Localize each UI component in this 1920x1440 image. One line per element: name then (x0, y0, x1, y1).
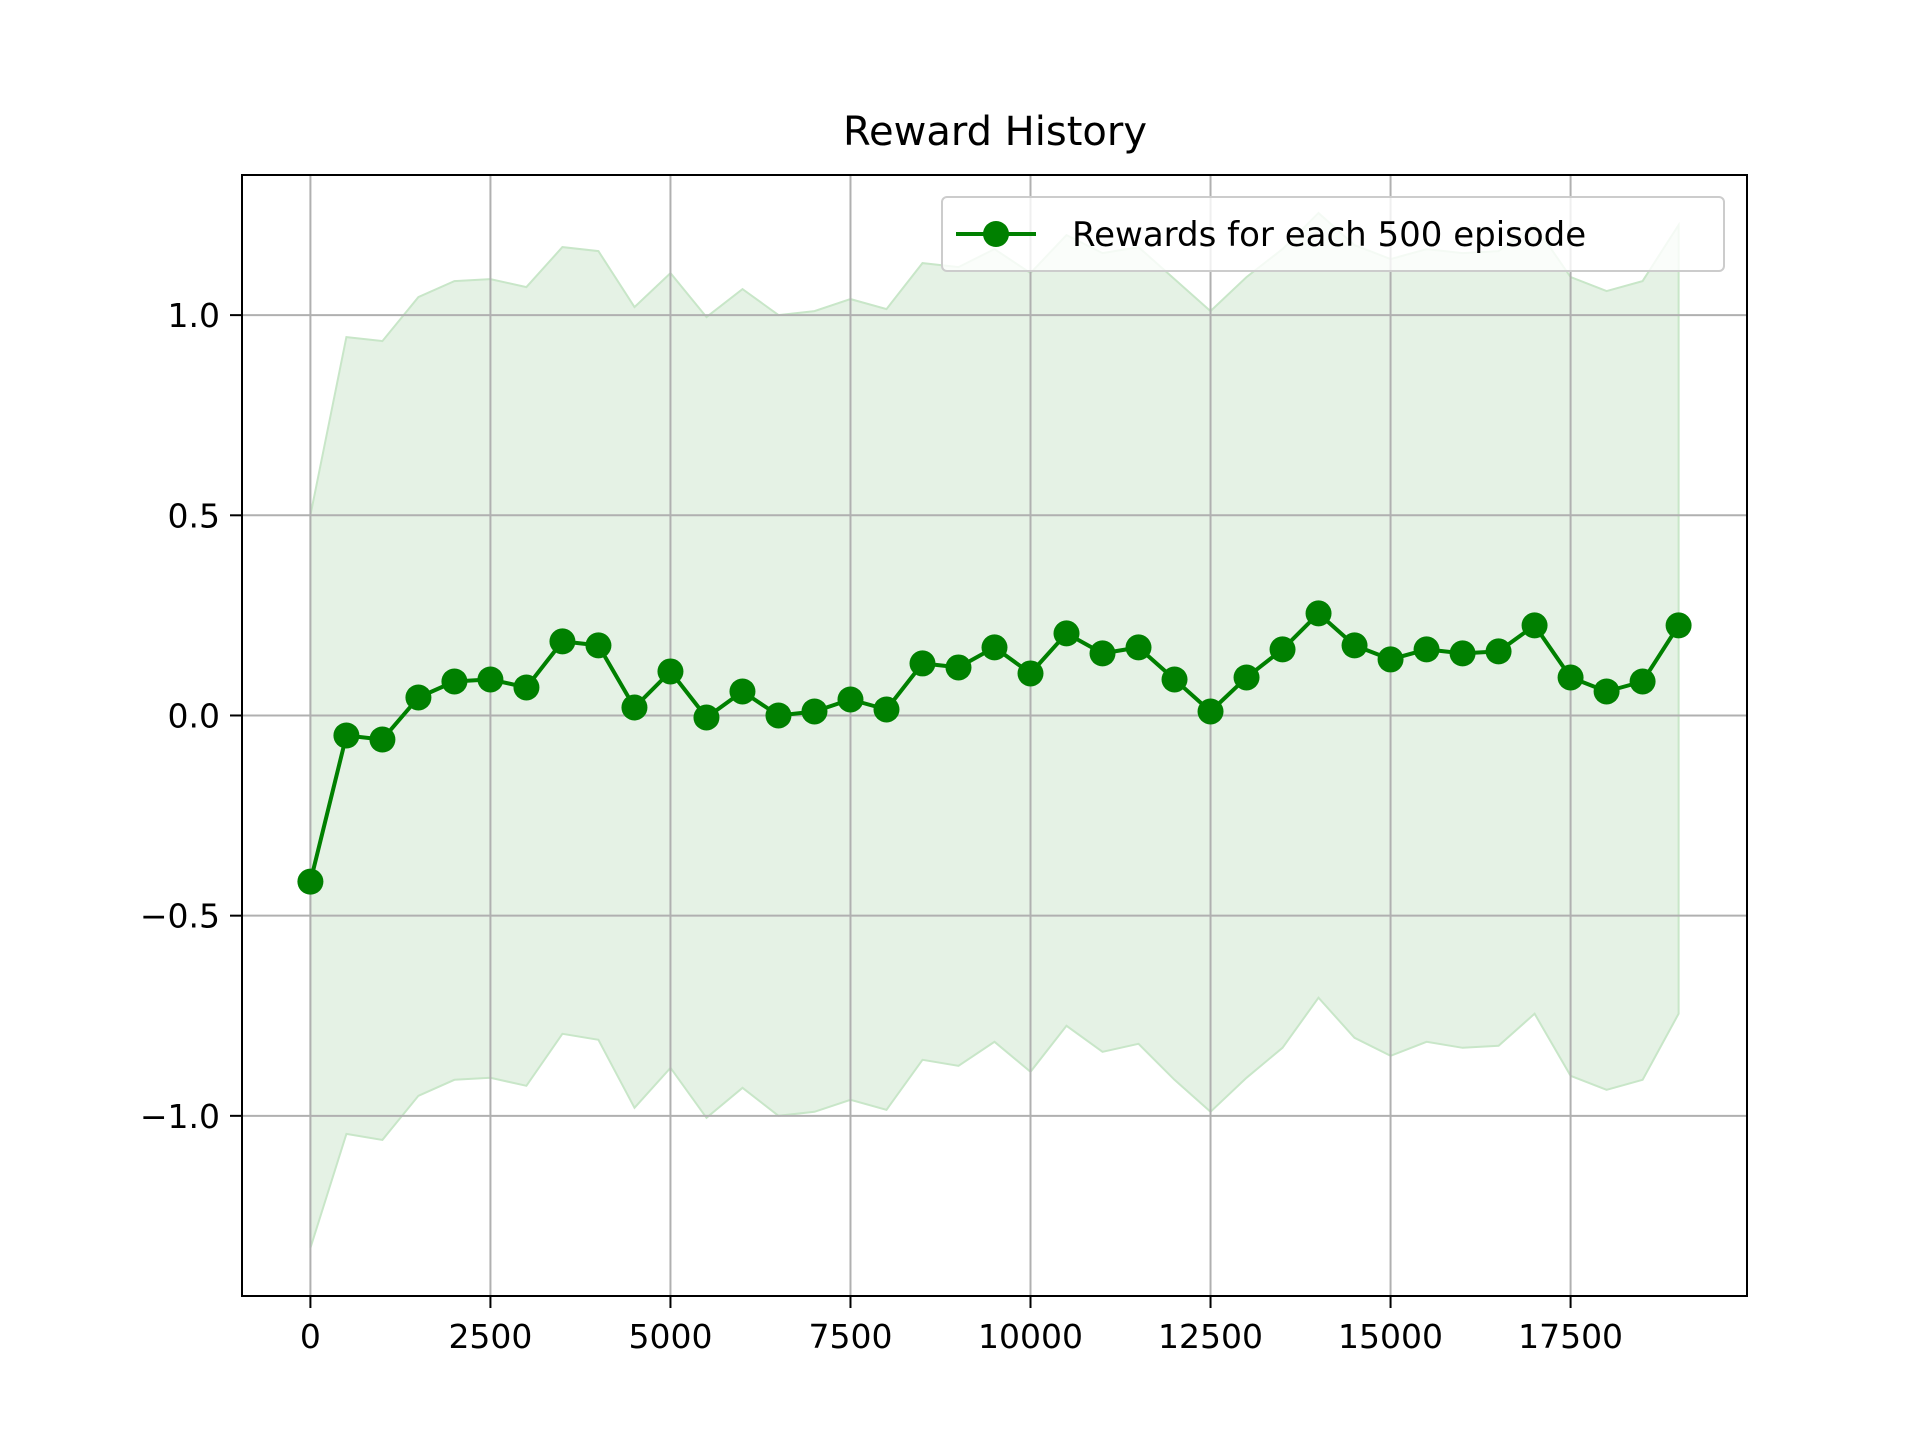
legend-box (941, 196, 1725, 272)
x-tick-label: 5000 (628, 1317, 712, 1356)
data-point (837, 686, 864, 713)
y-tick-label: 0.0 (168, 696, 220, 735)
data-point (909, 650, 936, 677)
data-point (1449, 640, 1476, 667)
legend-label: Rewards for each 500 episode (1072, 215, 1586, 255)
data-point (1629, 668, 1656, 695)
y-tick-label: −1.0 (140, 1097, 220, 1136)
data-point (801, 698, 828, 725)
data-point (1053, 620, 1080, 647)
x-tick-label: 0 (300, 1317, 321, 1356)
data-point (873, 696, 900, 723)
x-tick-label: 12500 (1158, 1317, 1263, 1356)
data-point (729, 678, 756, 705)
data-point (441, 668, 468, 695)
data-point (621, 694, 648, 721)
data-point (1521, 612, 1548, 639)
data-point (1233, 664, 1260, 691)
data-point (981, 634, 1008, 661)
data-point (477, 666, 504, 693)
data-point (1161, 666, 1188, 693)
y-tick-label: 0.5 (168, 496, 220, 535)
x-tick-label: 17500 (1518, 1317, 1623, 1356)
data-point (1017, 660, 1044, 687)
data-point (1377, 646, 1404, 673)
data-point (1665, 612, 1692, 639)
data-point (1593, 678, 1620, 705)
data-point (549, 628, 576, 655)
data-point (657, 658, 684, 685)
data-point (369, 726, 396, 753)
plot-area: 0 2500 5000 7500 10000 12500 15000 17500 1.0 0.5 0… (140, 174, 1748, 1356)
x-tick-label: 10000 (978, 1317, 1083, 1356)
legend-marker-sample (983, 221, 1009, 247)
data-point (405, 684, 432, 711)
data-point (1197, 698, 1224, 725)
data-point (513, 674, 540, 701)
data-point (1089, 640, 1116, 667)
data-point (333, 722, 360, 749)
data-point (1269, 636, 1296, 663)
data-point (693, 704, 720, 731)
axes-frame (241, 174, 1748, 1297)
data-point (1485, 638, 1512, 665)
x-tick-label: 7500 (808, 1317, 892, 1356)
x-tick-label: 2500 (448, 1317, 532, 1356)
data-point (765, 702, 792, 729)
data-point (1557, 664, 1584, 691)
data-point (1305, 600, 1332, 627)
data-point (1413, 636, 1440, 663)
x-tick-label: 15000 (1338, 1317, 1443, 1356)
data-point (297, 868, 324, 895)
y-tick-label: 1.0 (168, 296, 220, 335)
data-point (1125, 634, 1152, 661)
chart-title: Reward History (843, 109, 1147, 155)
y-tick-label: −0.5 (140, 897, 220, 936)
data-point (585, 632, 612, 659)
data-point (1341, 632, 1368, 659)
data-point (945, 654, 972, 681)
